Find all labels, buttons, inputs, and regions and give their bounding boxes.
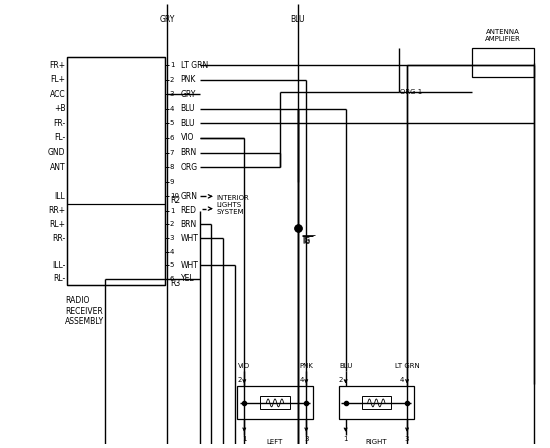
Text: BLU: BLU — [339, 363, 353, 369]
Text: 3: 3 — [304, 436, 309, 442]
Text: BRN: BRN — [180, 148, 197, 157]
Text: LEFT: LEFT — [267, 439, 283, 445]
Text: 1: 1 — [170, 62, 174, 68]
Text: 3: 3 — [405, 436, 409, 442]
Text: 5: 5 — [170, 121, 174, 126]
Text: WHT: WHT — [180, 261, 199, 270]
Text: RR-: RR- — [52, 233, 65, 242]
Text: 9: 9 — [170, 179, 174, 185]
Text: 4: 4 — [170, 249, 174, 254]
Bar — [472, 48, 534, 77]
Text: VIO: VIO — [238, 363, 250, 369]
Text: IG: IG — [302, 237, 310, 246]
Text: 2: 2 — [170, 221, 174, 228]
Text: ANT: ANT — [50, 163, 65, 172]
Text: ORG 1: ORG 1 — [400, 89, 422, 95]
Text: FR-: FR- — [53, 119, 65, 128]
Text: 2: 2 — [339, 377, 343, 383]
Text: R3: R3 — [170, 279, 180, 288]
Text: GRY: GRY — [180, 90, 196, 99]
Text: BLU: BLU — [180, 119, 195, 128]
Bar — [339, 387, 414, 419]
Text: IG: IG — [302, 236, 310, 246]
Text: 5: 5 — [170, 262, 174, 268]
Text: GRY: GRY — [160, 15, 175, 25]
Text: VIO: VIO — [180, 134, 194, 142]
Text: 8: 8 — [170, 164, 174, 170]
Text: YEL: YEL — [180, 274, 194, 284]
Text: GND: GND — [48, 148, 65, 157]
Text: FL+: FL+ — [51, 75, 65, 84]
Bar — [237, 387, 313, 419]
Text: ILL-: ILL- — [52, 261, 65, 270]
Text: ORG: ORG — [180, 163, 198, 172]
Text: BLU: BLU — [290, 15, 305, 25]
Text: FL-: FL- — [54, 134, 65, 142]
Text: WHT: WHT — [180, 233, 199, 242]
Text: +B: +B — [54, 104, 65, 113]
Text: PNK: PNK — [299, 363, 313, 369]
Text: 2: 2 — [237, 377, 241, 383]
Text: INTERIOR
LIGHTS
SYSTEM: INTERIOR LIGHTS SYSTEM — [217, 195, 250, 215]
Bar — [361, 396, 391, 409]
Text: 1: 1 — [343, 436, 348, 442]
Text: RR+: RR+ — [48, 207, 65, 215]
Bar — [68, 57, 164, 285]
Text: 3: 3 — [170, 91, 174, 97]
Text: RIGHT: RIGHT — [366, 439, 387, 445]
Text: BLU: BLU — [180, 104, 195, 113]
Text: LT GRN: LT GRN — [395, 363, 420, 369]
Text: RL-: RL- — [53, 274, 65, 284]
Bar — [68, 57, 164, 204]
Text: RL+: RL+ — [50, 220, 65, 229]
Text: 6: 6 — [170, 276, 174, 282]
Text: PNK: PNK — [180, 75, 196, 84]
Text: BRN: BRN — [180, 220, 197, 229]
Bar — [68, 204, 164, 285]
Text: 2: 2 — [170, 77, 174, 82]
Text: 4: 4 — [170, 106, 174, 112]
Text: ANTENNA
AMPLIFIER: ANTENNA AMPLIFIER — [485, 29, 520, 42]
Text: RADIO
RECEIVER
ASSEMBLY: RADIO RECEIVER ASSEMBLY — [65, 297, 104, 326]
Text: 7: 7 — [170, 150, 174, 155]
Text: RED: RED — [180, 207, 197, 215]
Text: 10: 10 — [170, 194, 179, 199]
Text: 4: 4 — [299, 377, 304, 383]
Text: ACC: ACC — [50, 90, 65, 99]
Text: LT GRN: LT GRN — [180, 60, 208, 69]
Text: 6: 6 — [170, 135, 174, 141]
Text: R2: R2 — [170, 196, 180, 205]
Text: GRN: GRN — [180, 192, 197, 201]
Text: 1: 1 — [170, 208, 174, 214]
Bar — [260, 396, 290, 409]
Text: 4: 4 — [400, 377, 404, 383]
Text: 1: 1 — [242, 436, 246, 442]
Text: FR+: FR+ — [49, 60, 65, 69]
Text: ILL: ILL — [54, 192, 65, 201]
Text: 3: 3 — [170, 235, 174, 241]
